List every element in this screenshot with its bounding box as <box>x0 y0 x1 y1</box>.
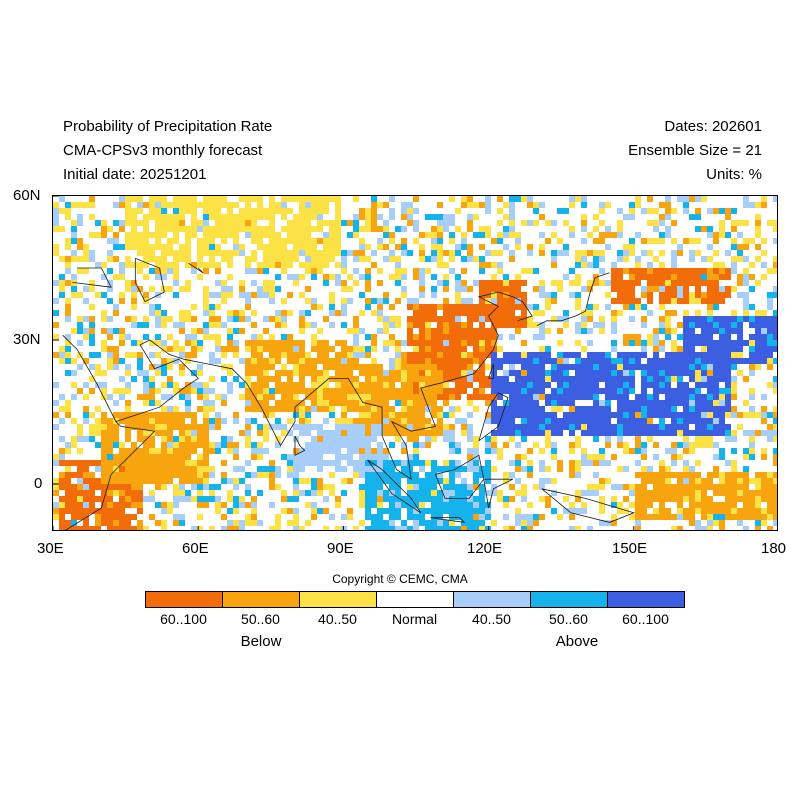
legend-swatch-above-60-100 <box>608 592 684 607</box>
legend-label: 60..100 <box>622 611 669 627</box>
legend-swatch-below-60-100 <box>146 592 223 607</box>
lon-label-90e: 90E <box>327 540 354 557</box>
legend-group-below: Below <box>240 633 282 650</box>
copyright-notice: Copyright © CEMC, CMA <box>332 572 468 586</box>
forecast-dates: Dates: 202601 <box>664 118 762 135</box>
legend-label: Normal <box>391 611 438 627</box>
legend-label: 40..50 <box>318 611 357 627</box>
forecast-map <box>52 195 778 531</box>
lat-label-0: 0 <box>34 475 43 492</box>
coastlines <box>62 258 636 530</box>
lon-label-180: 180 <box>761 540 787 557</box>
legend-label: 50..60 <box>549 611 588 627</box>
legend-label: 40..50 <box>472 611 511 627</box>
legend-swatch-above-50-60 <box>531 592 608 607</box>
lon-label-150e: 150E <box>612 540 648 557</box>
lon-label-30e: 30E <box>37 540 64 557</box>
map-title: Probability of Precipitation Rate <box>63 118 273 135</box>
legend-label: 60..100 <box>160 611 207 627</box>
axis-ticks <box>53 196 635 530</box>
legend-label: 50..60 <box>241 611 280 627</box>
ensemble-size: Ensemble Size = 21 <box>628 142 762 159</box>
lon-label-120e: 120E <box>467 540 503 557</box>
model-name: CMA-CPSv3 monthly forecast <box>63 142 263 159</box>
legend-colorbar <box>145 591 685 608</box>
probability-grid <box>53 196 777 530</box>
legend-swatch-above-40-50 <box>454 592 531 607</box>
probability-cells <box>53 196 777 530</box>
legend-group-above: Above <box>555 633 599 650</box>
lon-label-60e: 60E <box>182 540 209 557</box>
legend-swatch-normal <box>377 592 454 607</box>
initial-date: Initial date: 20251201 <box>63 166 207 183</box>
legend-swatch-below-40-50 <box>300 592 377 607</box>
lat-label-60n: 60N <box>13 187 41 204</box>
units-label: Units: % <box>706 166 762 183</box>
lat-label-30n: 30N <box>13 331 41 348</box>
legend-swatch-below-50-60 <box>223 592 300 607</box>
